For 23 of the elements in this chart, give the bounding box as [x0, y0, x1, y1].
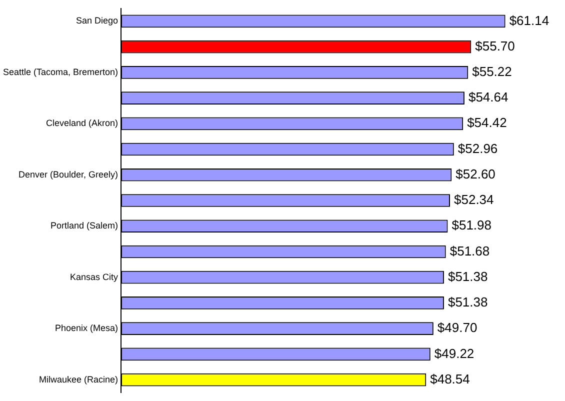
data-label: $51.38	[448, 294, 488, 310]
data-label: $54.64	[468, 90, 508, 105]
data-label: $49.22	[434, 346, 474, 361]
data-label: $51.68	[450, 243, 490, 258]
data-label: $51.38	[448, 268, 488, 284]
data-label: $54.42	[467, 115, 507, 130]
y-tick-label: Milwaukee (Racine)	[39, 374, 118, 384]
y-tick-label: Seattle (Tacoma, Bremerton)	[3, 66, 118, 77]
data-label: $51.98	[452, 218, 492, 233]
data-label: $61.14	[509, 12, 550, 28]
data-label: $55.70	[475, 38, 515, 54]
data-label: $48.54	[430, 371, 470, 386]
data-label: $49.70	[437, 320, 478, 336]
y-tick-label: Cleveland (Akron)	[46, 118, 118, 128]
data-label: $52.34	[454, 192, 494, 208]
y-tick-label: Portland (Salem)	[50, 220, 118, 231]
y-tick-label: San Diego	[76, 16, 118, 26]
data-label: $55.22	[472, 64, 512, 80]
data-label: $52.96	[458, 140, 498, 156]
y-tick-label: Phoenix (Mesa)	[55, 323, 118, 334]
data-label: $52.60	[456, 166, 496, 182]
y-tick-label: Kansas City	[70, 272, 119, 282]
y-tick-label: Denver (Boulder, Greely)	[18, 169, 118, 180]
